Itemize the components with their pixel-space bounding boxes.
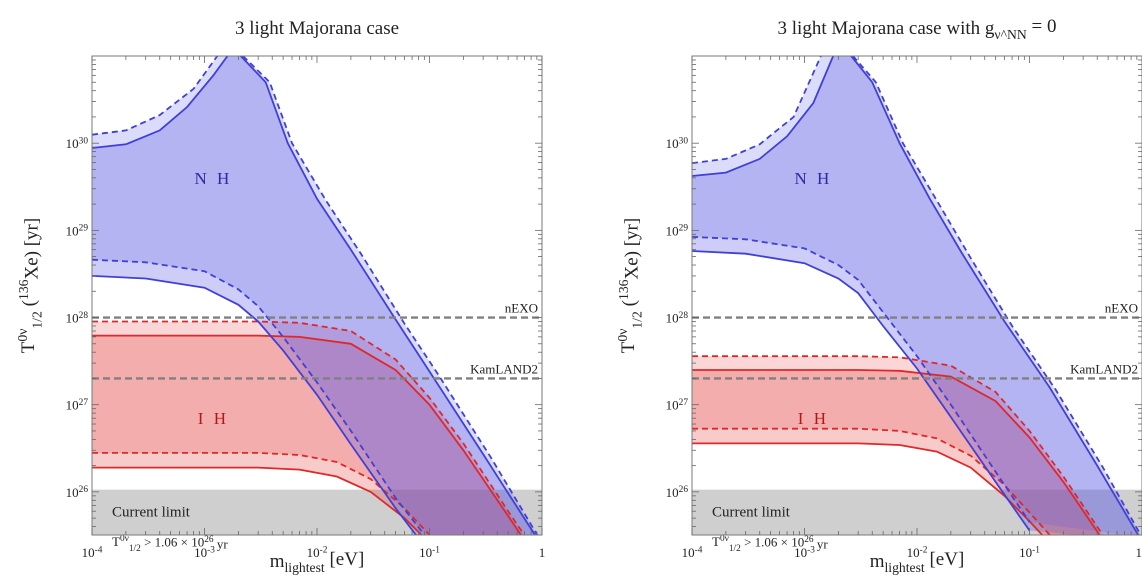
y-axis-label: T0ν​1/2​ (136​Xe) [yr] xyxy=(15,218,44,353)
nh-right-solid-line xyxy=(240,56,537,535)
x-tick-label: 10-1​ xyxy=(419,545,440,560)
nh-upper-dashed-line xyxy=(692,56,822,164)
nh-lower-dashed-line xyxy=(692,236,1031,523)
y-tick-label: 1027​ xyxy=(666,398,689,413)
nh-lower-solid-line xyxy=(92,275,418,535)
y-tick-label: 1030​ xyxy=(666,136,689,151)
ih-upper-dashed-line xyxy=(92,320,526,535)
x-tick-label: 1 xyxy=(1136,545,1142,560)
x-axis-label: mlightest​ [eV] xyxy=(270,549,365,575)
nh-band-outer xyxy=(92,56,538,535)
ih-lower-dashed-line xyxy=(692,427,1051,535)
current-limit-value: T0ν​1/2​ > 1.06 × 1026​ yr xyxy=(712,534,828,554)
x-tick-label: 1 xyxy=(539,545,546,560)
chart-panel-right: nEXO KamLAND2 N H I H Current limit T0ν​1/2​ … xyxy=(615,16,1142,575)
x-tick-label: 10-3​ xyxy=(794,545,815,560)
limit-label-kamland2: KamLAND2 xyxy=(470,361,538,376)
nh-upper-dashed-line xyxy=(92,56,219,136)
y-tick-label: 1026​ xyxy=(666,485,689,500)
nh-upper-solid-line xyxy=(92,56,229,149)
nh-band-inner xyxy=(92,56,536,535)
nh-lower-solid-line xyxy=(692,250,1031,532)
y-tick-label: 1029​ xyxy=(66,223,89,238)
ih-band-outer xyxy=(92,321,525,535)
x-tick-label: 10-2​ xyxy=(307,545,328,560)
limit-label-nexo: nEXO xyxy=(1105,301,1138,316)
limit-label-kamland2: KamLAND2 xyxy=(1070,361,1138,376)
y-axis-label: T0ν​1/2​ (136​Xe) [yr] xyxy=(615,218,644,353)
x-axis-label: mlightest​ [eV] xyxy=(870,549,965,575)
x-tick-label: 10-2​ xyxy=(907,545,928,560)
nh-lower-dashed-line xyxy=(92,258,426,535)
ih-band-inner xyxy=(92,335,521,535)
x-tick-label: 10-4​ xyxy=(682,545,703,560)
nh-band-outer xyxy=(692,56,1141,535)
y-tick-label: 1028​ xyxy=(66,311,89,326)
ih-band-outer xyxy=(692,356,1103,535)
limit-label-nexo: nEXO xyxy=(505,301,538,316)
y-tick-label: 1026​ xyxy=(66,485,89,500)
nh-right-dashed-line xyxy=(242,56,539,535)
nh-upper-solid-line xyxy=(692,56,835,177)
x-tick-label: 10-3​ xyxy=(194,545,215,560)
current-limit-band xyxy=(92,489,542,535)
ih-upper-dashed-line xyxy=(692,355,1104,535)
y-tick-label: 1029​ xyxy=(666,223,689,238)
y-tick-label: 1028​ xyxy=(666,311,689,326)
nh-region-label: N H xyxy=(795,169,833,188)
current-limit-value: T0ν​1/2​ > 1.06 × 1026​ yr xyxy=(112,534,228,554)
nh-right-solid-line xyxy=(850,56,1140,535)
ih-region-label: I H xyxy=(798,409,829,428)
ih-upper-solid-line xyxy=(92,334,523,535)
chart-title: 3 light Majorana case with gν^NN​ = 0 xyxy=(778,16,1057,42)
plot-area xyxy=(92,56,542,535)
chart-panel-left: nEXO KamLAND2 N H I H Current limit T0ν​1/2​ … xyxy=(15,18,546,575)
current-limit-label: Current limit xyxy=(712,505,791,521)
y-tick-label: 1030​ xyxy=(66,136,89,151)
y-tick-label: 1027​ xyxy=(66,398,89,413)
chart-title: 3 light Majorana case xyxy=(235,18,399,39)
ih-upper-solid-line xyxy=(692,369,1101,535)
current-limit-band xyxy=(692,489,1142,535)
nh-region-label: N H xyxy=(195,169,233,188)
ih-lower-solid-line xyxy=(692,442,1044,535)
ih-region-label: I H xyxy=(198,409,229,428)
nh-right-dashed-line xyxy=(852,56,1142,535)
ih-band-inner xyxy=(692,370,1100,535)
nh-band-inner xyxy=(692,56,1139,535)
x-tick-label: 10-4​ xyxy=(82,545,103,560)
ih-lower-dashed-line xyxy=(92,452,431,535)
current-limit-label: Current limit xyxy=(112,505,191,521)
ih-lower-solid-line xyxy=(92,466,423,535)
x-tick-label: 10-1​ xyxy=(1019,545,1040,560)
plot-area xyxy=(692,56,1142,535)
